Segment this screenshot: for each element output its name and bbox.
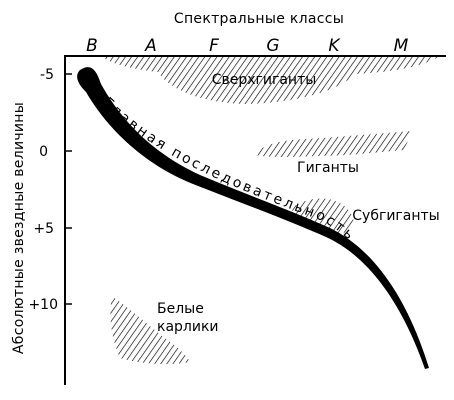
white-dwarfs-label-line2: карлики (157, 319, 219, 335)
tick-label-0: 0 (39, 144, 48, 160)
subgiants-label: Субгиганты (352, 208, 439, 224)
supergiants-label: Сверхгиганты (212, 72, 317, 88)
white-dwarfs-label-line1: Белые (157, 301, 204, 317)
spectral-class-f: F (209, 36, 219, 56)
spectral-class-b: B (86, 36, 98, 56)
top-axis-title: Спектральные классы (174, 11, 344, 27)
tick-label-minus5: -5 (40, 67, 54, 83)
supergiants-region (102, 57, 438, 104)
white-dwarfs-region (110, 296, 190, 365)
tick-label-plus5: +5 (33, 221, 54, 237)
tick-label-plus10: +10 (28, 297, 58, 313)
left-axis-title: Абсолютные звездные величины (11, 102, 27, 354)
spectral-class-a: A (144, 36, 157, 56)
giants-label: Гиганты (297, 160, 359, 176)
spectral-class-k: K (328, 36, 341, 56)
spectral-class-g: G (266, 36, 279, 56)
spectral-class-m: M (394, 36, 409, 56)
giants-region (254, 131, 412, 157)
